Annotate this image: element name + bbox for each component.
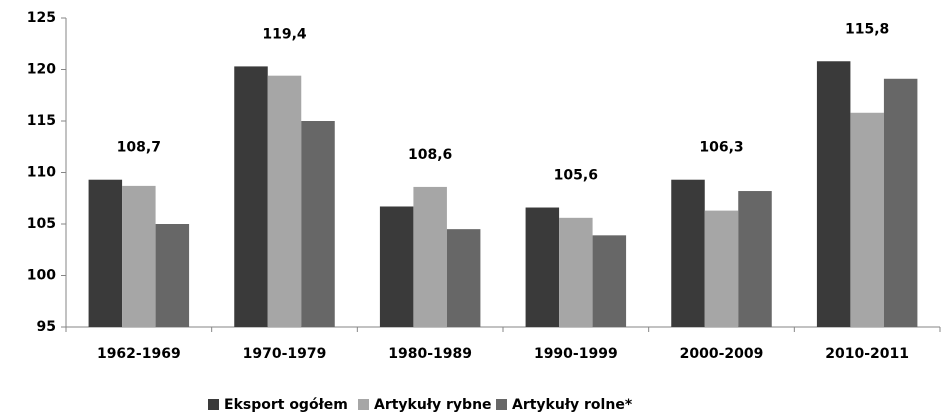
bar <box>883 78 918 328</box>
bar <box>413 186 447 327</box>
bar <box>738 191 772 327</box>
bar <box>850 112 884 327</box>
data-label: 106,3 <box>699 140 743 156</box>
legend-swatch <box>208 399 219 410</box>
bar <box>301 121 335 327</box>
y-tick-label: 120 <box>27 62 56 78</box>
bar <box>592 235 627 327</box>
x-tick-label: 2010-2011 <box>825 346 909 362</box>
y-tick-label: 110 <box>27 165 56 181</box>
bar <box>704 210 739 327</box>
y-tick-label: 95 <box>37 319 56 335</box>
x-tick-label: 1980-1989 <box>388 346 472 362</box>
bar <box>234 66 268 327</box>
legend-label: Eksport ogółem <box>224 397 348 413</box>
bar <box>267 75 302 328</box>
bar <box>559 217 593 327</box>
y-tick-label: 125 <box>27 10 56 26</box>
bar <box>379 206 414 327</box>
x-tick-label: 2000-2009 <box>680 346 764 362</box>
data-label: 119,4 <box>262 26 307 42</box>
data-label: 108,7 <box>117 140 161 156</box>
bar <box>446 229 481 327</box>
legend-label: Artykuły rybne <box>374 397 492 413</box>
bar <box>88 179 123 327</box>
data-label: 115,8 <box>845 21 889 37</box>
legend-swatch <box>496 399 507 410</box>
y-tick-label: 115 <box>27 113 56 129</box>
x-tick-label: 1990-1999 <box>534 346 618 362</box>
bar <box>816 61 851 327</box>
y-tick-label: 105 <box>27 216 56 232</box>
legend-swatch <box>358 399 369 410</box>
bar <box>671 179 705 327</box>
bar <box>155 224 190 327</box>
y-tick-label: 100 <box>27 268 56 284</box>
x-tick-label: 1970-1979 <box>243 346 327 362</box>
data-label: 108,6 <box>408 147 452 163</box>
x-tick-label: 1962-1969 <box>97 346 181 362</box>
data-label: 105,6 <box>554 168 598 184</box>
bar <box>525 207 560 327</box>
bar <box>122 185 156 327</box>
legend-label: Artykuły rolne* <box>512 397 633 413</box>
